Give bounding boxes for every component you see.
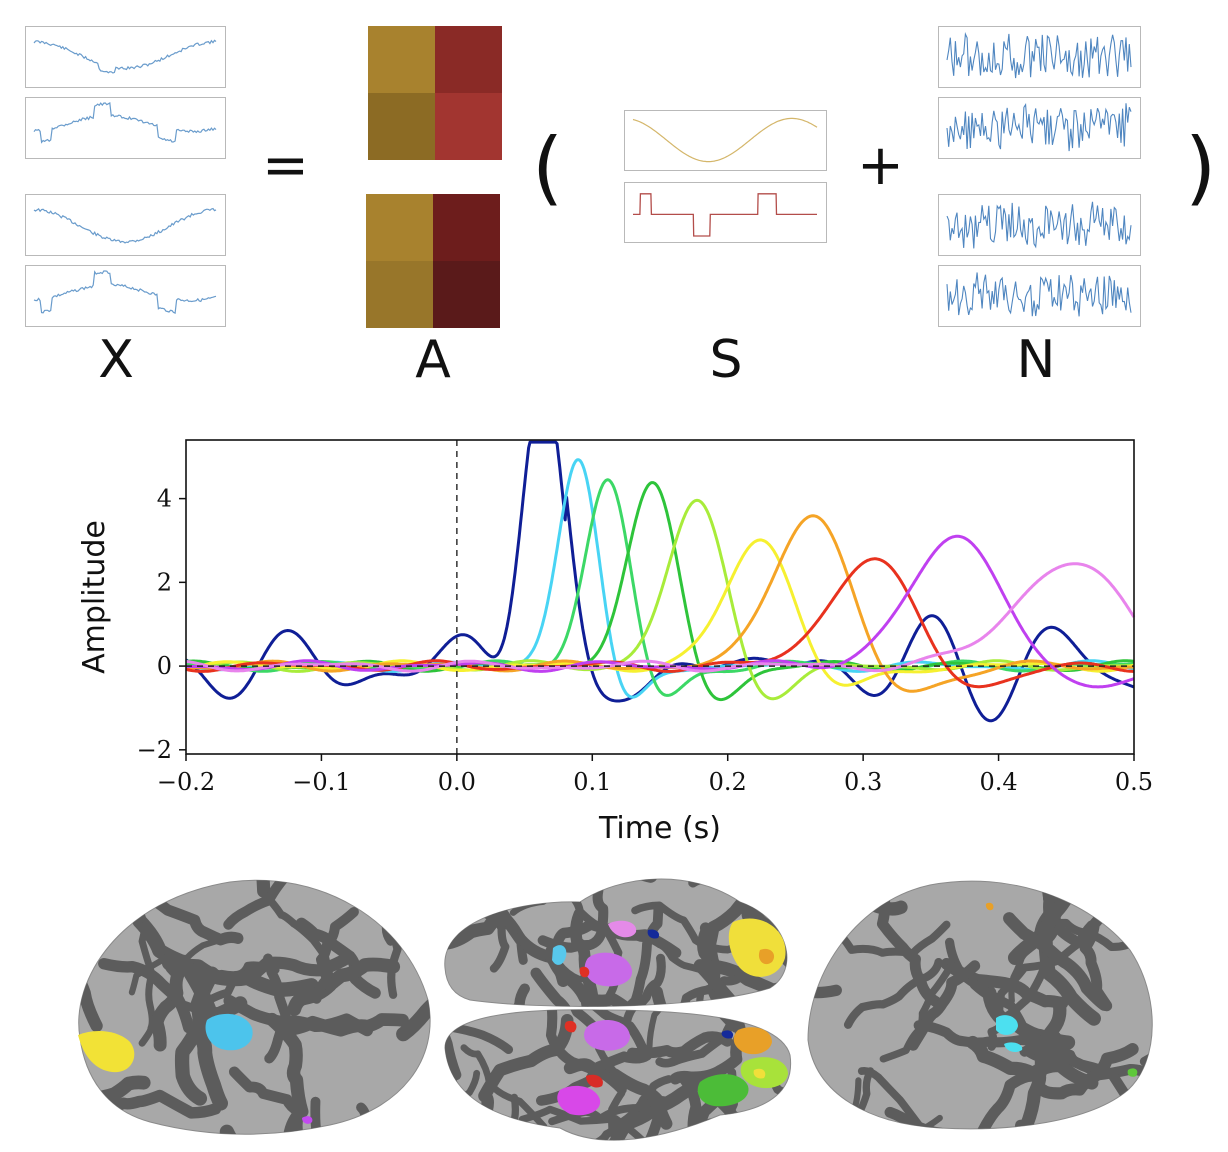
region-yellow [753,1068,766,1079]
n-noise-panel-1 [938,26,1141,88]
matrix-cell [433,261,500,328]
region-green [697,1074,749,1107]
n-trace-4 [946,272,1132,317]
matrix-cell [368,93,435,160]
matrix-cell [366,194,433,261]
label-n: N [1016,330,1056,390]
s-source-panel-1 [624,110,827,171]
x-trace-3 [33,207,217,244]
close-parenthesis: ) [1185,121,1217,214]
region-magenta [302,1116,313,1124]
n-noise-panel-4 [938,265,1141,327]
mixing-matrix-bottom [366,194,500,328]
x-axis-ticks: −0.2 −0.1 0.0 0.1 0.2 0.3 0.4 0.5 [157,754,1153,796]
plot-frame [185,439,1135,755]
plot-series-group [185,440,1136,723]
label-x: X [98,330,134,390]
matrix-cell [435,26,502,93]
region-magenta [557,1085,601,1116]
brain-left-lateral [78,879,431,1135]
y-axis-label: Amplitude [77,520,112,674]
x-trace-2 [33,102,217,144]
matrix-cell [433,194,500,261]
x-tick-label: 0.4 [979,768,1017,796]
matrix-cell [368,26,435,93]
region-purple [584,952,633,987]
y-axis-ticks: −2 0 2 4 [137,485,186,764]
label-s: S [709,330,743,390]
region-blue [721,1030,734,1039]
x-trace-4 [33,270,217,314]
x-tick-label: 0.2 [709,768,747,796]
x-signal-panel-4 [25,265,226,327]
mixing-matrix-top [368,26,502,160]
s-sine-trace [632,117,818,163]
region-red [564,1020,577,1033]
x-trace-1 [33,39,217,74]
x-tick-label: 0.3 [844,768,882,796]
x-tick-label: −0.1 [292,768,350,796]
region-blue [647,929,660,939]
cortex-surface [78,879,431,1135]
y-tick-label: −2 [137,736,172,764]
matrix-cell [435,93,502,160]
region-green [1127,1068,1138,1077]
brain-surface-views [78,878,1153,1141]
series-line [185,440,1135,723]
y-tick-label: 2 [157,568,172,596]
region-orange [985,902,994,911]
n-noise-panel-3 [938,194,1141,256]
x-signal-panel-1 [25,26,226,88]
region-cyan [552,945,567,965]
label-a: A [415,330,451,390]
n-trace-3 [946,201,1132,249]
equals-sign: = [262,133,309,198]
s-step-trace [633,193,817,237]
matrix-cell [366,261,433,328]
brain-right-lateral [807,880,1153,1130]
y-tick-label: 0 [157,652,172,680]
region-cyan-small [1004,1042,1023,1052]
region-yellow [78,1030,135,1073]
y-tick-label: 4 [157,485,172,513]
region-orange [758,948,775,965]
x-tick-label: 0.0 [438,768,476,796]
series-line [185,534,1135,689]
sulci-pattern [808,881,1153,1129]
x-signal-panel-3 [25,194,226,256]
x-tick-label: 0.1 [573,768,611,796]
n-trace-1 [946,31,1132,79]
s-source-panel-2 [624,182,827,243]
region-cyan [996,1015,1018,1035]
region-orange [733,1027,772,1055]
open-parenthesis: ( [532,121,564,214]
series-line [185,562,1136,673]
n-trace-2 [946,103,1132,152]
x-tick-label: 0.5 [1115,768,1153,796]
region-cyan [205,1013,253,1051]
x-signal-panel-2 [25,97,226,159]
n-noise-panel-2 [938,97,1141,159]
region-red [586,1074,603,1088]
region-pink [608,920,637,938]
region-purple [584,1020,630,1051]
region-red [579,966,590,978]
x-axis-label: Time (s) [598,811,721,846]
plus-sign: + [857,133,904,198]
x-tick-label: −0.2 [157,768,215,796]
evoked-response-chart: −0.2 −0.1 0.0 0.1 0.2 0.3 0.4 0.5 −2 0 2 4 Time (s… [77,439,1153,846]
